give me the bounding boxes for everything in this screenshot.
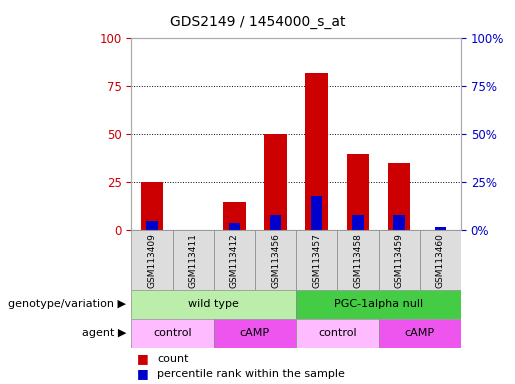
Text: GSM113456: GSM113456 — [271, 233, 280, 288]
Bar — [311, 196, 322, 230]
Bar — [264, 134, 287, 230]
Bar — [420, 230, 461, 290]
Bar — [229, 223, 240, 230]
Text: agent ▶: agent ▶ — [82, 328, 126, 338]
Text: PGC-1alpha null: PGC-1alpha null — [334, 299, 423, 310]
Text: cAMP: cAMP — [405, 328, 435, 338]
Bar — [214, 230, 255, 290]
Text: GSM113412: GSM113412 — [230, 233, 239, 288]
Bar — [141, 182, 163, 230]
Text: control: control — [318, 328, 356, 338]
Text: GSM113409: GSM113409 — [147, 233, 157, 288]
Bar — [296, 230, 337, 290]
Text: GSM113460: GSM113460 — [436, 233, 445, 288]
Text: GSM113457: GSM113457 — [312, 233, 321, 288]
Bar — [388, 163, 410, 230]
Text: GSM113411: GSM113411 — [188, 233, 198, 288]
Bar — [296, 319, 379, 348]
Text: cAMP: cAMP — [240, 328, 270, 338]
Bar — [131, 319, 214, 348]
Text: GSM113459: GSM113459 — [394, 233, 404, 288]
Bar — [255, 230, 296, 290]
Bar — [393, 215, 405, 230]
Text: ■: ■ — [136, 367, 148, 380]
Text: GSM113458: GSM113458 — [353, 233, 363, 288]
Text: genotype/variation ▶: genotype/variation ▶ — [8, 299, 126, 310]
Bar — [173, 230, 214, 290]
Bar — [379, 230, 420, 290]
Bar — [131, 290, 296, 319]
Text: GDS2149 / 1454000_s_at: GDS2149 / 1454000_s_at — [170, 15, 345, 29]
Text: wild type: wild type — [188, 299, 239, 310]
Bar — [337, 230, 379, 290]
Bar — [352, 215, 364, 230]
Text: control: control — [153, 328, 192, 338]
Text: percentile rank within the sample: percentile rank within the sample — [157, 369, 345, 379]
Bar — [296, 290, 461, 319]
Bar — [379, 319, 461, 348]
Bar — [305, 73, 328, 230]
Bar — [347, 154, 369, 230]
Bar — [270, 215, 281, 230]
Bar — [214, 319, 296, 348]
Text: count: count — [157, 354, 188, 364]
Bar — [223, 202, 246, 230]
Text: ■: ■ — [136, 353, 148, 366]
Bar — [146, 221, 158, 230]
Bar — [131, 230, 173, 290]
Bar — [435, 227, 446, 230]
